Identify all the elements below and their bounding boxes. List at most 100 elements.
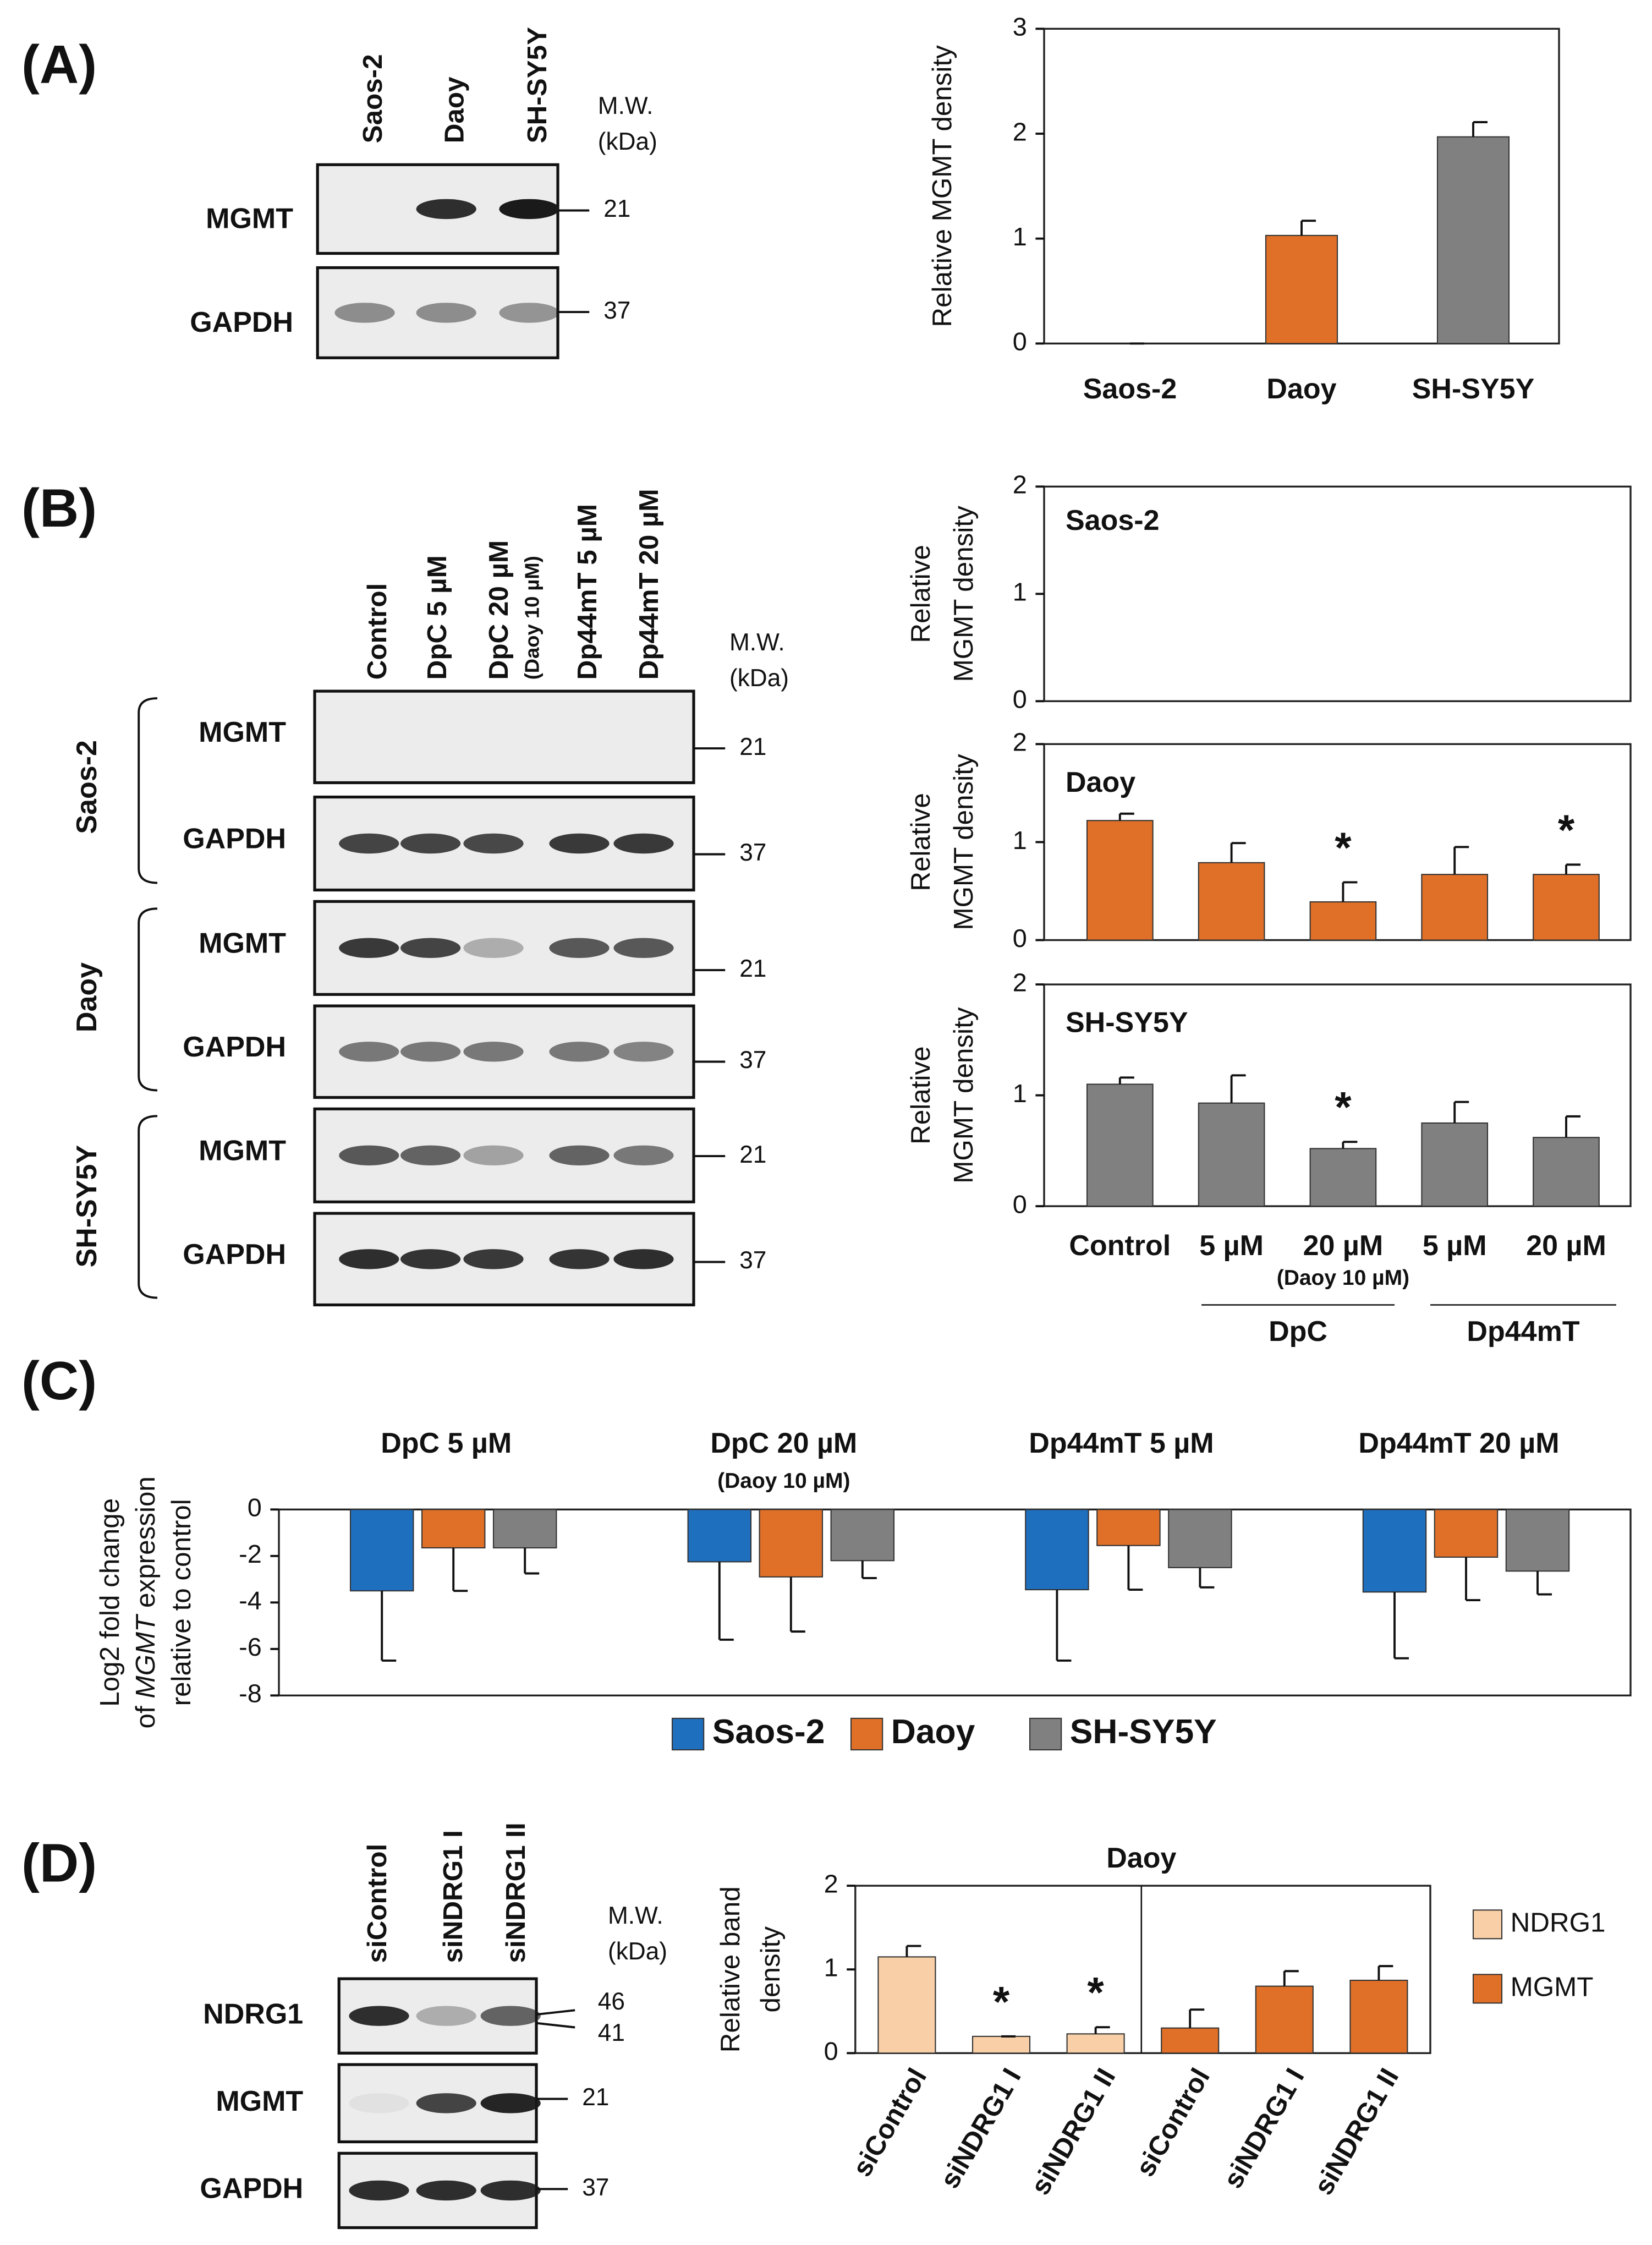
bar (349, 1509, 414, 1592)
bar (1066, 2033, 1125, 2054)
bar (759, 1509, 824, 1578)
band (416, 2006, 476, 2026)
panel-chart-label: Saos-2 (1066, 505, 1160, 536)
protein-label: GAPDH (183, 1239, 286, 1271)
error-bar (1472, 121, 1488, 137)
x-tick-label: 5 µM (1423, 1230, 1487, 1262)
band (416, 2093, 476, 2113)
cell-line-label: SH-SY5Y (71, 1145, 103, 1268)
band (549, 1042, 610, 1062)
x-tick-label: siControl (1130, 2063, 1216, 2182)
y-tick-label: 1 (1013, 222, 1027, 251)
band (400, 1042, 461, 1062)
y-axis-label: relative to control (166, 1499, 196, 1706)
error-bar (1230, 842, 1246, 863)
protein-label: NDRG1 (203, 1998, 303, 2030)
y-axis-label: Relative band (715, 1886, 745, 2052)
error-bar (861, 1560, 877, 1579)
y-tick-label: -6 (239, 1633, 262, 1661)
x-tick-label: 20 µM (1303, 1230, 1384, 1262)
x-tick-label: Dp44mT 5 µM (1029, 1427, 1214, 1459)
protein-label: MGMT (199, 927, 286, 959)
error-bar (1199, 1567, 1215, 1589)
mw-header: (kDa) (608, 1938, 667, 1965)
y-tick-label: 1 (1013, 826, 1027, 855)
protein-label: GAPDH (183, 823, 286, 855)
panel-chart-label: SH-SY5Y (1066, 1007, 1188, 1039)
error-bar (452, 1548, 468, 1592)
mw-header: M.W. (729, 629, 785, 656)
panel-label: (C) (21, 1350, 97, 1411)
band (499, 303, 559, 323)
error-bar (1536, 1571, 1552, 1596)
error-bar (905, 1945, 921, 1957)
error-bar (718, 1562, 734, 1641)
bar (1349, 1979, 1408, 2054)
band (463, 1145, 524, 1165)
bar (1421, 874, 1489, 941)
error-bar (1127, 1545, 1143, 1591)
mw-label: 21 (739, 955, 766, 982)
lane-label: Dp44mT 5 µM (572, 504, 602, 680)
bracket (138, 1115, 158, 1299)
error-bar (1453, 1100, 1469, 1123)
y-axis-label: Relative MGMT density (927, 45, 957, 327)
band (613, 833, 674, 854)
plot-frame (854, 1885, 1431, 2054)
panel-chart-label: Daoy (1066, 766, 1135, 798)
y-tick-label: 2 (1013, 728, 1027, 757)
legend-swatch (850, 1717, 883, 1751)
protein-label: GAPDH (183, 1031, 286, 1063)
band (339, 938, 399, 958)
x-tick-label: Dp44mT 20 µM (1358, 1427, 1559, 1459)
error-bar (1230, 1074, 1246, 1103)
error-bar (1342, 1141, 1358, 1149)
bar (1309, 1148, 1377, 1207)
lane-label: SH-SY5Y (522, 27, 552, 143)
mw-label: 46 (598, 1988, 625, 2015)
bar (1255, 1985, 1314, 2054)
lane-label: Daoy (439, 76, 469, 143)
protein-label: MGMT (206, 202, 293, 234)
band (349, 2180, 409, 2201)
lane-note: (Daoy 10 µM) (520, 556, 543, 680)
bar (877, 1956, 936, 2054)
lane-label: siControl (362, 1844, 392, 1963)
y-tick-label: -2 (239, 1540, 262, 1568)
mw-label: 37 (603, 297, 630, 324)
y-tick-label: 2 (1013, 968, 1027, 996)
x-tick-label: Control (1069, 1230, 1171, 1262)
x-tick-label: siNDRG1 II (1308, 2063, 1404, 2200)
y-axis-label: of MGMT expression (130, 1476, 161, 1728)
band (339, 1145, 399, 1165)
x-tick-label: siControl (847, 2063, 932, 2182)
significance-star: * (993, 1977, 1010, 2025)
bar (1505, 1509, 1570, 1572)
band (613, 1145, 674, 1165)
mw-tick (536, 2022, 575, 2029)
band (463, 938, 524, 958)
bar (1533, 1137, 1600, 1207)
error-bar (1565, 863, 1580, 875)
mw-header: (kDa) (598, 128, 657, 155)
bar (687, 1509, 752, 1563)
error-bar (1393, 1592, 1409, 1660)
y-axis-label: Relative (905, 793, 936, 891)
error-bar (1056, 1590, 1072, 1662)
panel-label: (D) (21, 1832, 97, 1893)
error-bar (789, 1576, 805, 1633)
legend-label: MGMT (1511, 1972, 1594, 2002)
error-bar (1300, 220, 1316, 236)
band (480, 2093, 541, 2113)
bar (1198, 1102, 1265, 1207)
y-tick-label: 1 (824, 1953, 838, 1982)
band (400, 938, 461, 958)
band (613, 938, 674, 958)
error-bar (1094, 2026, 1110, 2034)
y-axis-label: Relative (905, 545, 936, 643)
band (416, 303, 476, 323)
mw-label: 37 (739, 1047, 766, 1074)
x-tick-label: Daoy (1266, 373, 1336, 405)
x-tick-label: 20 µM (1526, 1230, 1606, 1262)
bar (1161, 2027, 1220, 2054)
